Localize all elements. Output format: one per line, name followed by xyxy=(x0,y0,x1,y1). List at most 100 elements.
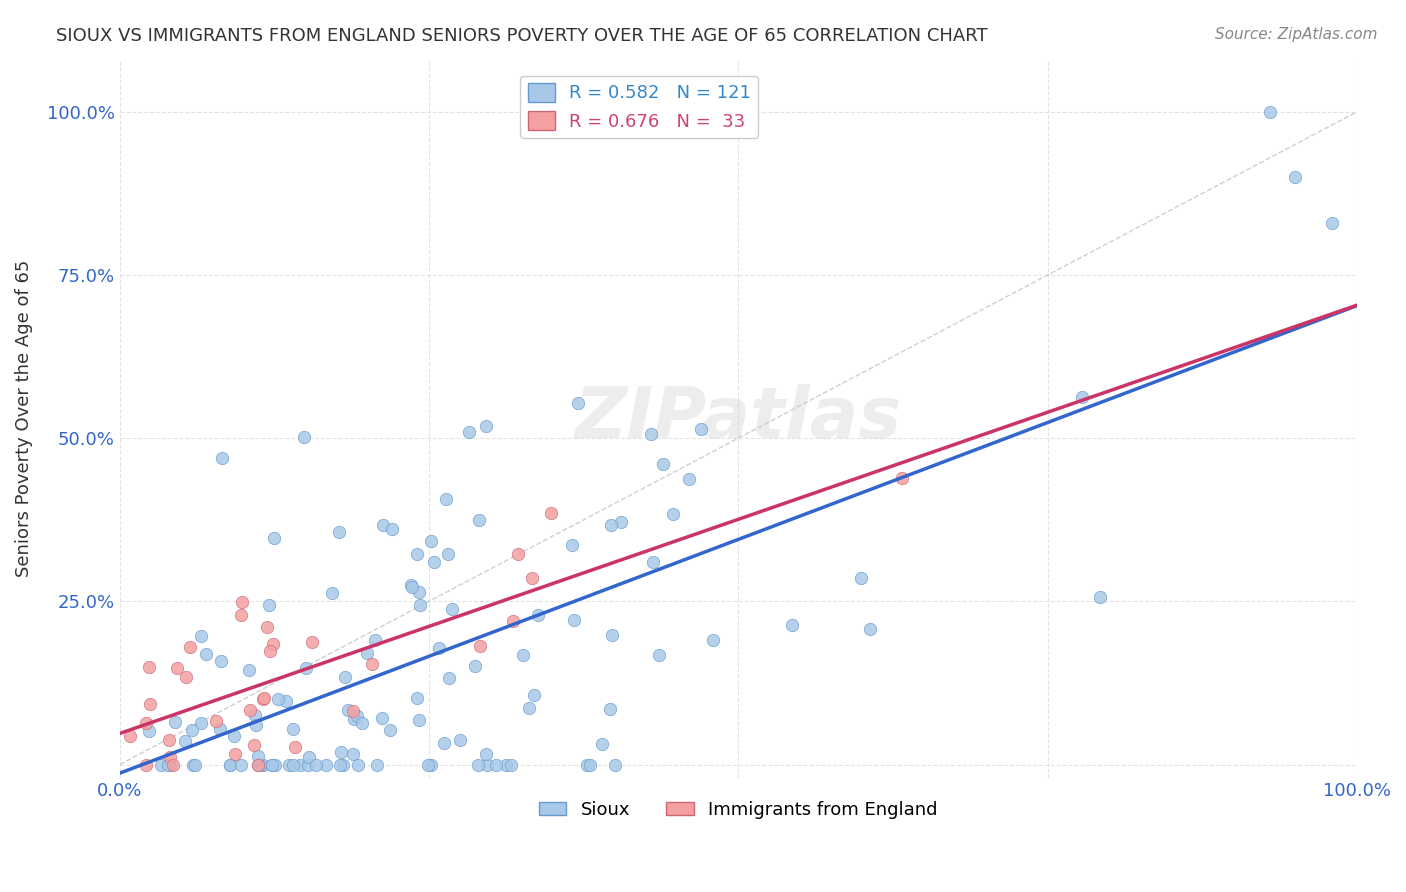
Text: SIOUX VS IMMIGRANTS FROM ENGLAND SENIORS POVERTY OVER THE AGE OF 65 CORRELATION : SIOUX VS IMMIGRANTS FROM ENGLAND SENIORS… xyxy=(56,27,988,45)
Point xyxy=(245,718,267,732)
Point xyxy=(173,733,195,747)
Point xyxy=(1260,104,1282,119)
Point xyxy=(229,608,252,623)
Point xyxy=(274,694,297,708)
Point xyxy=(419,533,441,548)
Point xyxy=(378,723,401,737)
Point xyxy=(332,757,354,772)
Point xyxy=(149,757,172,772)
Point xyxy=(609,515,631,529)
Point xyxy=(475,419,498,434)
Text: Source: ZipAtlas.com: Source: ZipAtlas.com xyxy=(1215,27,1378,42)
Point xyxy=(678,472,700,486)
Point xyxy=(211,451,233,466)
Point xyxy=(690,422,713,436)
Point xyxy=(163,715,186,730)
Point xyxy=(346,709,368,723)
Point xyxy=(330,745,353,759)
Point xyxy=(181,723,204,738)
Point xyxy=(179,640,201,655)
Point xyxy=(135,716,157,731)
Point xyxy=(567,396,589,410)
Point xyxy=(118,730,141,744)
Point xyxy=(408,713,430,727)
Point xyxy=(464,659,486,673)
Point xyxy=(401,581,423,595)
Point xyxy=(138,660,160,674)
Point xyxy=(449,733,471,747)
Point xyxy=(336,703,359,717)
Point xyxy=(399,577,422,591)
Point xyxy=(283,757,305,772)
Point xyxy=(159,750,181,764)
Point xyxy=(190,629,212,643)
Point xyxy=(247,749,270,764)
Point xyxy=(342,747,364,761)
Point xyxy=(264,757,287,772)
Point xyxy=(605,757,627,772)
Point xyxy=(1284,170,1306,185)
Point xyxy=(342,712,364,726)
Point xyxy=(157,757,180,772)
Point xyxy=(243,739,266,753)
Point xyxy=(298,750,321,764)
Point xyxy=(290,757,312,772)
Point xyxy=(174,670,197,684)
Point xyxy=(475,747,498,762)
Point xyxy=(599,701,621,715)
Point xyxy=(599,518,621,533)
Point xyxy=(246,757,269,772)
Point xyxy=(195,647,218,661)
Point xyxy=(356,646,378,660)
Point xyxy=(157,732,180,747)
Point xyxy=(346,757,368,772)
Point xyxy=(249,757,271,772)
Point xyxy=(641,555,664,569)
Point xyxy=(267,692,290,706)
Point xyxy=(409,598,432,612)
Point xyxy=(640,427,662,442)
Point xyxy=(600,628,623,642)
Point xyxy=(1070,390,1092,404)
Point xyxy=(371,518,394,533)
Point xyxy=(231,595,253,609)
Point xyxy=(238,663,260,677)
Point xyxy=(467,757,489,772)
Point xyxy=(329,757,352,772)
Point xyxy=(159,757,181,772)
Point xyxy=(423,556,446,570)
Point xyxy=(562,613,585,627)
Point xyxy=(295,661,318,675)
Point xyxy=(648,648,671,663)
Point xyxy=(526,608,548,623)
Point xyxy=(281,722,304,736)
Point xyxy=(485,757,508,772)
Point xyxy=(495,757,517,772)
Point xyxy=(252,757,274,772)
Point xyxy=(205,714,228,728)
Point xyxy=(662,508,685,522)
Point xyxy=(321,586,343,600)
Point xyxy=(381,522,404,536)
Point xyxy=(499,757,522,772)
Legend: Sioux, Immigrants from England: Sioux, Immigrants from England xyxy=(531,794,945,826)
Point xyxy=(247,757,270,772)
Point xyxy=(259,644,281,658)
Point xyxy=(183,757,205,772)
Point xyxy=(315,757,337,772)
Point xyxy=(1322,216,1344,230)
Point xyxy=(350,715,373,730)
Point xyxy=(243,708,266,723)
Point xyxy=(284,740,307,755)
Point xyxy=(502,614,524,628)
Point xyxy=(257,598,280,612)
Point xyxy=(406,547,429,561)
Point xyxy=(305,757,328,772)
Point xyxy=(441,601,464,615)
Point xyxy=(517,701,540,715)
Point xyxy=(561,538,583,552)
Point xyxy=(849,571,872,585)
Point xyxy=(523,689,546,703)
Point xyxy=(239,703,262,717)
Point xyxy=(208,722,231,736)
